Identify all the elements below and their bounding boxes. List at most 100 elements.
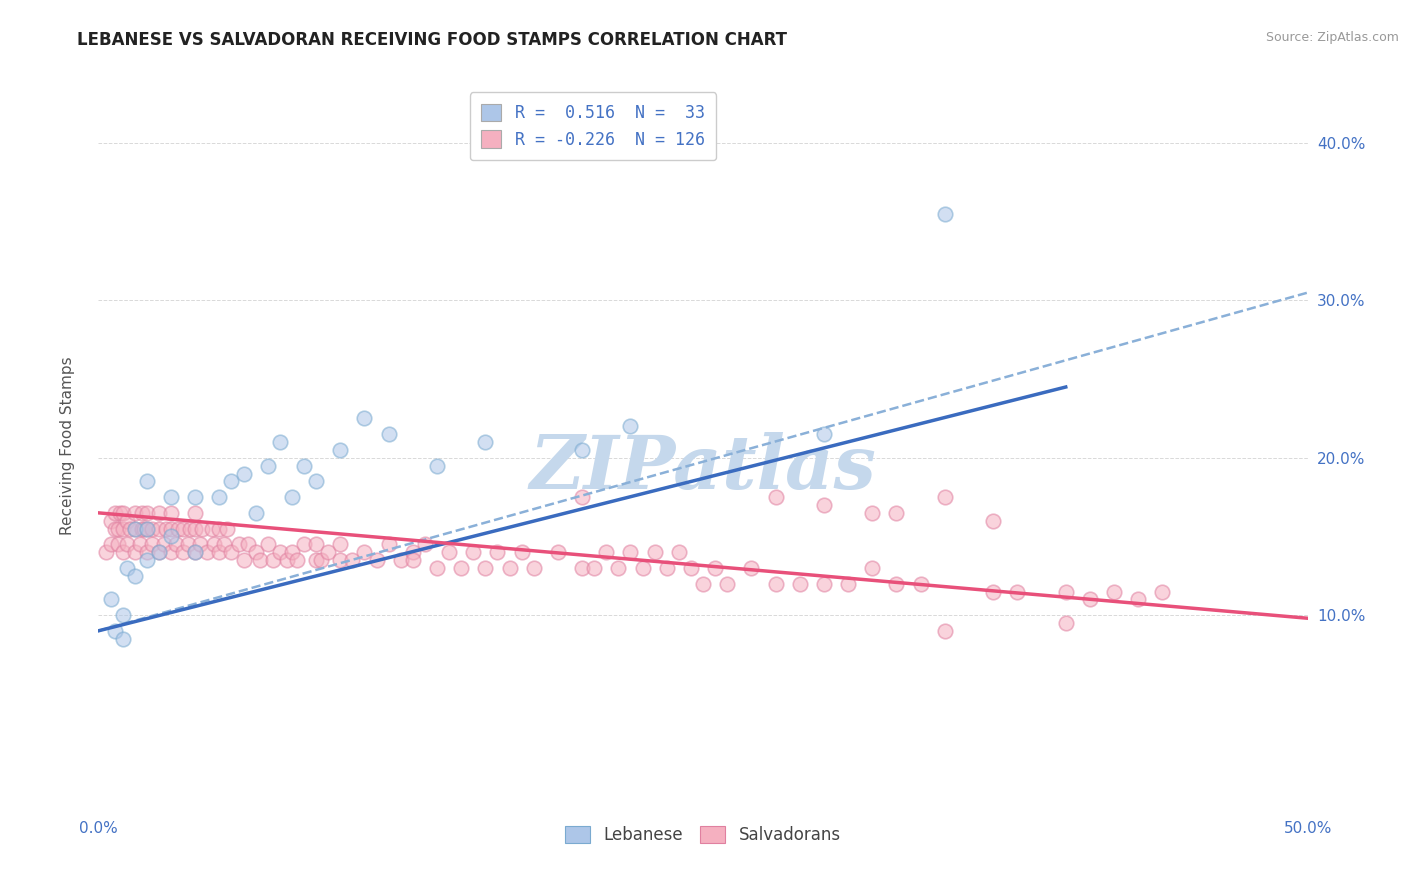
Point — [668, 545, 690, 559]
Point — [860, 506, 883, 520]
Point — [135, 475, 157, 489]
Point — [228, 537, 250, 551]
Point — [547, 545, 569, 559]
Point — [583, 561, 606, 575]
Point — [269, 435, 291, 450]
Point — [571, 561, 593, 575]
Point — [167, 522, 190, 536]
Point — [232, 553, 254, 567]
Point — [155, 522, 177, 536]
Point — [148, 545, 170, 559]
Point — [523, 561, 546, 575]
Point — [934, 624, 956, 638]
Point — [141, 537, 163, 551]
Point — [104, 522, 127, 536]
Point — [305, 537, 328, 551]
Point — [886, 506, 908, 520]
Point — [184, 522, 207, 536]
Point — [195, 545, 218, 559]
Point — [377, 427, 399, 442]
Point — [813, 576, 835, 591]
Point — [152, 537, 174, 551]
Point — [100, 537, 122, 551]
Point — [1007, 584, 1029, 599]
Point — [135, 522, 157, 536]
Point — [124, 522, 146, 536]
Point — [221, 545, 243, 559]
Point — [886, 576, 908, 591]
Point — [837, 576, 859, 591]
Point — [124, 522, 146, 536]
Point — [128, 537, 150, 551]
Point — [111, 608, 134, 623]
Point — [184, 490, 207, 504]
Point — [571, 442, 593, 457]
Point — [117, 561, 139, 575]
Legend: Lebanese, Salvadorans: Lebanese, Salvadorans — [558, 820, 848, 851]
Point — [118, 522, 141, 536]
Point — [1054, 615, 1077, 630]
Point — [135, 545, 157, 559]
Point — [160, 506, 183, 520]
Text: ZIPatlas: ZIPatlas — [530, 432, 876, 504]
Text: Source: ZipAtlas.com: Source: ZipAtlas.com — [1265, 31, 1399, 45]
Point — [204, 537, 226, 551]
Point — [160, 529, 183, 543]
Point — [256, 537, 278, 551]
Point — [329, 442, 352, 457]
Point — [134, 522, 156, 536]
Point — [474, 561, 496, 575]
Point — [292, 537, 315, 551]
Point — [249, 553, 271, 567]
Point — [463, 545, 485, 559]
Point — [1128, 592, 1150, 607]
Point — [1054, 584, 1077, 599]
Point — [111, 506, 134, 520]
Point — [245, 545, 267, 559]
Point — [716, 576, 738, 591]
Point — [135, 553, 157, 567]
Point — [353, 411, 375, 425]
Point — [285, 553, 308, 567]
Point — [910, 576, 932, 591]
Point — [212, 537, 235, 551]
Point — [104, 624, 127, 638]
Point — [108, 506, 131, 520]
Point — [117, 537, 139, 551]
Point — [402, 553, 425, 567]
Point — [232, 467, 254, 481]
Point — [111, 522, 134, 536]
Point — [177, 537, 200, 551]
Point — [329, 537, 352, 551]
Point — [238, 537, 260, 551]
Point — [94, 545, 117, 559]
Point — [221, 475, 243, 489]
Point — [141, 522, 163, 536]
Point — [450, 561, 472, 575]
Point — [342, 553, 364, 567]
Point — [124, 568, 146, 582]
Point — [309, 553, 332, 567]
Point — [215, 522, 238, 536]
Point — [1152, 584, 1174, 599]
Point — [256, 458, 278, 473]
Point — [184, 506, 207, 520]
Point — [269, 545, 291, 559]
Point — [981, 514, 1004, 528]
Point — [188, 537, 211, 551]
Point — [692, 576, 714, 591]
Point — [486, 545, 509, 559]
Point — [107, 522, 129, 536]
Point — [160, 522, 183, 536]
Point — [172, 522, 194, 536]
Point — [413, 537, 436, 551]
Point — [184, 545, 207, 559]
Point — [208, 522, 231, 536]
Point — [160, 490, 183, 504]
Point — [366, 553, 388, 567]
Point — [789, 576, 811, 591]
Point — [631, 561, 654, 575]
Point — [208, 490, 231, 504]
Point — [100, 592, 122, 607]
Point — [353, 545, 375, 559]
